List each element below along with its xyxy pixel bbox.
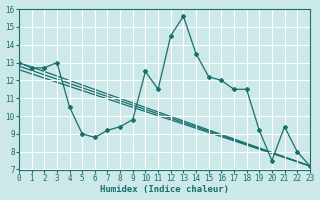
X-axis label: Humidex (Indice chaleur): Humidex (Indice chaleur) [100,185,229,194]
